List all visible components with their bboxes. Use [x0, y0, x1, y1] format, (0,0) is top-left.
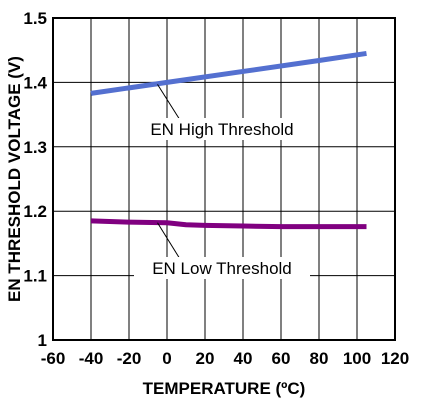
x-tick-label: 100: [343, 349, 371, 368]
series-line-en-low-threshold: [90, 218, 367, 230]
y-tick-label: 1.5: [23, 9, 47, 28]
x-tick-label: 60: [272, 349, 291, 368]
y-tick-labels: 1 1.1 1.2 1.3 1.4 1.5: [23, 9, 47, 350]
plot-frame: [52, 17, 396, 341]
y-tick-label: 1.2: [23, 202, 47, 221]
y-tick-label: 1.4: [23, 73, 47, 92]
annotation-label-background: [134, 257, 310, 279]
x-tick-label: 80: [310, 349, 329, 368]
annotation-leader-line: [157, 222, 181, 260]
y-tick-label: 1: [38, 331, 47, 350]
series-layer: [90, 50, 367, 230]
y-tick-label: 1.1: [23, 267, 47, 286]
annotation-label-background: [133, 118, 311, 140]
x-axis-title: TEMPERATURE (ºC): [143, 379, 306, 398]
x-tick-label: -40: [79, 349, 104, 368]
x-tick-label: 0: [162, 349, 171, 368]
annotation-label: EN Low Threshold: [152, 259, 292, 278]
y-tick-label: 1.3: [23, 138, 47, 157]
grid: [52, 17, 396, 341]
x-tick-labels: -60 -40 -20 0 20 40 60 80 100 120: [41, 349, 409, 368]
y-axis-title: EN THRESHOLD VOLTAGE (V): [5, 56, 24, 302]
x-tick-label: 20: [196, 349, 215, 368]
annotation-label: EN High Threshold: [150, 120, 293, 139]
x-tick-label: 40: [234, 349, 253, 368]
annotation-leader-line: [157, 84, 181, 121]
x-tick-label: -20: [117, 349, 142, 368]
series-line-en-high-threshold: [90, 50, 367, 96]
x-tick-label: -60: [41, 349, 66, 368]
x-tick-label: 120: [381, 349, 409, 368]
annotations: EN High Threshold EN Low Threshold: [133, 84, 311, 279]
